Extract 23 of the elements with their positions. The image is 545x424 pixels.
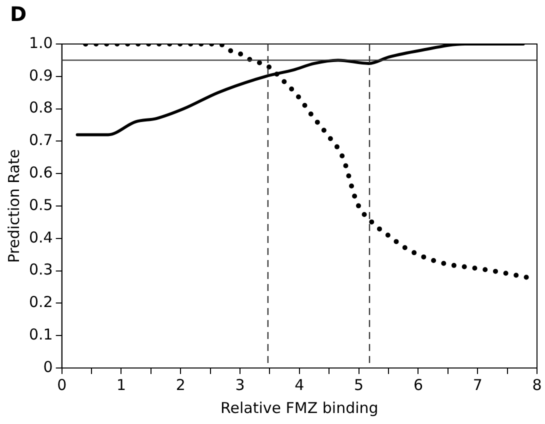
y-tick-label: 0.3 xyxy=(28,260,53,279)
y-tick-label: 1.0 xyxy=(28,34,53,52)
y-tick-label: 0.1 xyxy=(28,325,53,344)
y-tick-label: 0.6 xyxy=(28,163,53,182)
y-tick-label: 0.7 xyxy=(28,131,53,150)
x-tick-label: 1 xyxy=(116,376,126,394)
x-tick-label: 2 xyxy=(176,376,186,394)
y-tick-label: 0.5 xyxy=(28,196,53,214)
text: D xyxy=(10,2,27,26)
x-tick-label: 5 xyxy=(354,376,364,394)
y-tick-label: 0.4 xyxy=(28,228,53,246)
y-tick-label: 0.9 xyxy=(28,66,53,84)
x-tick-label: 8 xyxy=(532,376,542,394)
y-tick-label: 0.2 xyxy=(28,293,53,312)
x-axis-title: Relative FMZ binding xyxy=(220,398,378,417)
y-axis-title: Prediction Rate xyxy=(4,149,23,263)
x-tick-label: 3 xyxy=(235,376,245,394)
y-tick-label: 0 xyxy=(43,358,53,376)
x-tick-label: 6 xyxy=(413,376,423,394)
y-tick-label: 0.8 xyxy=(28,98,53,117)
x-tick-label: 4 xyxy=(294,376,304,394)
x-tick-label: 7 xyxy=(472,376,482,394)
x-tick-label: 0 xyxy=(57,376,67,394)
